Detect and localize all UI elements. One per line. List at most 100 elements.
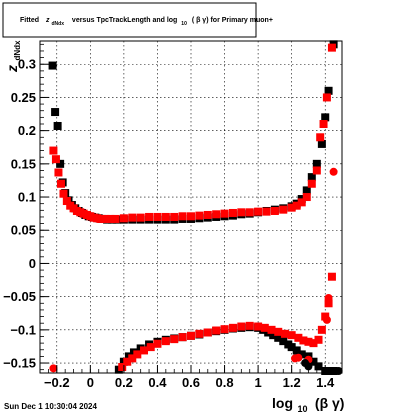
data-point (294, 333, 303, 342)
data-point (128, 354, 137, 363)
x-tick-label: 0.8 (216, 375, 234, 390)
data-point (118, 363, 127, 372)
data-point (161, 212, 170, 221)
data-point (262, 207, 271, 216)
data-point (327, 43, 336, 52)
data-point (309, 339, 318, 348)
y-tick-label: 0.2 (18, 123, 36, 138)
data-point (178, 333, 187, 342)
data-point (146, 343, 155, 352)
data-point (267, 325, 276, 334)
data-point (195, 329, 204, 338)
data-point (153, 212, 162, 221)
y-tick-label: 0.1 (18, 190, 36, 205)
data-point (327, 272, 336, 281)
data-point (329, 167, 338, 176)
data-point (254, 322, 263, 331)
data-point (287, 331, 296, 340)
data-point (48, 61, 57, 70)
data-point (260, 323, 269, 332)
data-point (309, 357, 318, 366)
y-tick-label: −0.05 (3, 289, 36, 304)
series-layer (48, 40, 343, 375)
data-point (312, 166, 321, 175)
y-tick-label: −0.15 (3, 356, 36, 371)
x-tick-label: −0.2 (44, 375, 70, 390)
data-point (62, 197, 71, 206)
data-point (322, 93, 331, 102)
timestamp: Sun Dec 1 10:30:04 2024 (4, 402, 97, 411)
chart-title: Fitted z dNdx versus TpcTrackLength and … (20, 17, 273, 27)
data-point (297, 350, 306, 359)
y-tick-label: 0 (29, 256, 36, 271)
y-tick-label: −0.1 (10, 322, 36, 337)
data-point (287, 343, 296, 352)
data-point (212, 326, 221, 335)
data-point (319, 120, 328, 128)
data-point (304, 337, 313, 346)
data-point (111, 214, 120, 223)
data-point (228, 323, 237, 332)
data-point (161, 337, 170, 346)
data-point (237, 208, 246, 217)
y-tick-label: 0.25 (11, 90, 36, 105)
x-tick-label: 0 (87, 375, 94, 390)
data-point (294, 353, 303, 362)
data-point (101, 214, 110, 223)
data-point (195, 211, 204, 220)
data-point (307, 179, 316, 188)
data-point (314, 362, 323, 371)
data-point (269, 331, 278, 340)
data-point (280, 329, 289, 338)
data-point (274, 327, 283, 336)
data-point (228, 208, 237, 217)
data-point (56, 159, 65, 168)
data-point (170, 212, 179, 221)
data-point (140, 346, 149, 355)
y-axis-label: z dNdx (4, 40, 22, 73)
data-point (302, 193, 311, 202)
data-point (96, 214, 105, 223)
data-point (178, 212, 187, 221)
data-point (51, 108, 60, 117)
data-point (136, 213, 145, 222)
data-point (170, 335, 179, 344)
data-point (49, 364, 58, 373)
data-point (119, 214, 128, 223)
data-point (307, 173, 316, 182)
x-tick-label: 1 (254, 375, 261, 390)
data-point (133, 350, 142, 359)
data-point (54, 168, 63, 177)
data-point (203, 328, 212, 337)
data-point (317, 139, 326, 148)
data-point (302, 186, 311, 195)
data-point (237, 322, 246, 331)
data-point (297, 198, 306, 207)
data-point (220, 325, 229, 334)
data-point (203, 210, 212, 219)
x-tick-label: 0.4 (148, 375, 167, 390)
data-point (53, 121, 62, 130)
x-axis-label: log 10 (β γ) (272, 395, 344, 414)
data-point (187, 212, 195, 221)
data-point (317, 325, 326, 334)
data-point (279, 205, 288, 214)
data-point (299, 336, 308, 345)
data-point (312, 159, 321, 168)
y-tick-label: 0.15 (11, 156, 36, 171)
x-tick-label: 1.4 (316, 375, 335, 390)
title-box: Fitted z dNdx versus TpcTrackLength and … (2, 2, 273, 38)
data-point (324, 293, 333, 302)
data-point (254, 207, 263, 216)
data-point (304, 362, 313, 371)
data-point (321, 113, 330, 122)
data-point (128, 213, 137, 222)
data-point (324, 367, 333, 375)
data-point (314, 335, 323, 344)
data-point (51, 155, 60, 164)
data-point (316, 133, 325, 142)
data-point (279, 337, 288, 346)
data-point (270, 206, 279, 215)
data-point (324, 299, 333, 308)
